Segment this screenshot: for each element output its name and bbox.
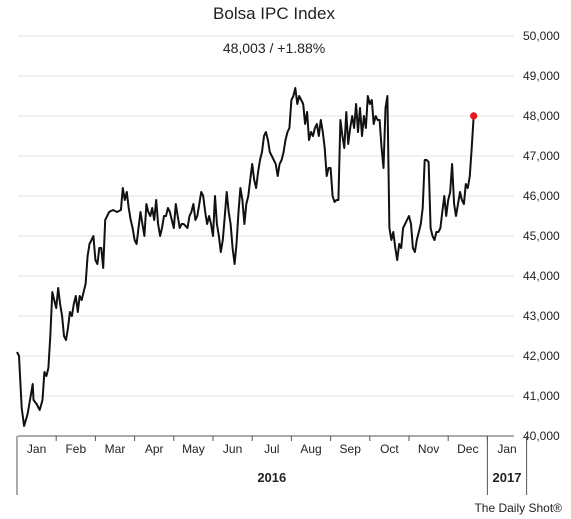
source-credit: The Daily Shot® xyxy=(474,501,562,515)
y-tick-label: 45,000 xyxy=(523,229,560,243)
y-tick-label: 44,000 xyxy=(523,269,560,283)
x-tick-label: Jan xyxy=(27,442,46,456)
y-tick-label: 49,000 xyxy=(523,69,560,83)
y-tick-label: 47,000 xyxy=(523,149,560,163)
x-tick-label: Apr xyxy=(145,442,164,456)
y-tick-label: 40,000 xyxy=(523,429,560,443)
x-axis: Jan Feb Mar Apr May Jun Jul Aug Sep Oct Nov Dec Jan 2… xyxy=(16,435,528,495)
y-tick-label: 42,000 xyxy=(523,349,560,363)
series-line xyxy=(16,87,475,427)
y-tick-label: 41,000 xyxy=(523,389,560,403)
x-tick-label: Feb xyxy=(65,442,86,456)
x-tick-label: Jul xyxy=(264,442,279,456)
x-tick-label: May xyxy=(182,442,205,456)
y-tick-label: 46,000 xyxy=(523,189,560,203)
x-tick-label: Mar xyxy=(105,442,126,456)
x-tick-label: Jan xyxy=(497,442,516,456)
year-label: 2016 xyxy=(257,470,286,485)
y-axis-ticks: 40,000 41,000 42,000 43,000 44,000 45,000 46,0… xyxy=(523,29,560,443)
x-tick-label: Nov xyxy=(418,442,439,456)
chart-subtitle: 48,003 / +1.88% xyxy=(223,40,325,56)
last-value-marker xyxy=(470,112,478,120)
chart-title: Bolsa IPC Index xyxy=(213,4,335,23)
y-tick-label: 43,000 xyxy=(523,309,560,323)
y-tick-label: 50,000 xyxy=(523,29,560,43)
year-label: 2017 xyxy=(493,470,522,485)
gridlines xyxy=(18,35,514,437)
x-tick-label: Jun xyxy=(223,442,242,456)
x-tick-label: Sep xyxy=(340,442,362,456)
y-tick-label: 48,000 xyxy=(523,109,560,123)
x-tick-label: Dec xyxy=(457,442,478,456)
x-tick-label: Oct xyxy=(380,442,399,456)
x-tick-label: Aug xyxy=(300,442,321,456)
